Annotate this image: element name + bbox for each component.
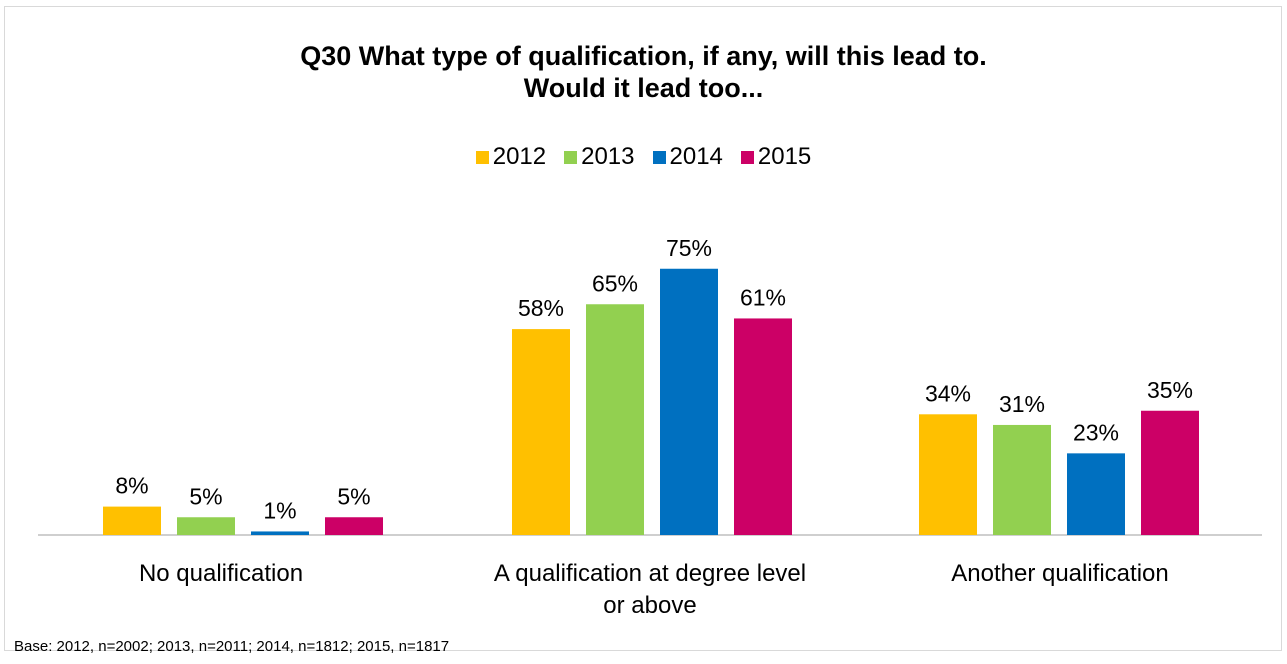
legend-label-2012: 2012	[492, 143, 547, 170]
legend-label-2013: 2013	[581, 143, 635, 170]
category-label-2-line-1: A qualification at degree level	[494, 560, 806, 587]
data-label-2014-category-1: 1%	[263, 497, 296, 523]
bar-2015-category-3	[1141, 410, 1199, 535]
bar-2015-category-1	[325, 517, 383, 535]
data-label-2012-category-3: 34%	[925, 380, 971, 406]
category-label-2-line-2: or above	[603, 592, 696, 619]
bar-2014-category-1	[251, 531, 309, 535]
data-label-2015-category-1: 5%	[337, 483, 370, 509]
bar-2014-category-2	[660, 268, 718, 535]
chart-title: Q30 What type of qualification, if any, …	[0, 40, 1287, 104]
data-label-2013-category-2: 65%	[592, 270, 638, 296]
chart-frame	[4, 6, 1282, 651]
bar-2014-category-3	[1067, 453, 1125, 535]
bar-2013-category-1	[177, 517, 235, 535]
bar-2015-category-2	[734, 318, 792, 535]
legend-label-2014: 2014	[669, 143, 723, 170]
bar-2013-category-3	[993, 424, 1051, 535]
data-label-2015-category-2: 61%	[740, 284, 786, 310]
data-label-2012-category-2: 58%	[518, 295, 564, 321]
data-label-2012-category-1: 8%	[115, 473, 148, 499]
data-label-2013-category-3: 31%	[999, 391, 1045, 417]
legend-swatch-2013	[564, 150, 578, 164]
legend-swatch-2012	[475, 150, 489, 164]
category-label-1: No qualification	[139, 560, 303, 587]
legend-item-2013: 2013	[564, 143, 635, 171]
legend-swatch-2014	[652, 150, 666, 164]
legend-label-2015: 2015	[757, 143, 812, 170]
legend-swatch-2015	[740, 150, 754, 164]
bar-2013-category-2	[586, 304, 644, 535]
legend-item-2015: 2015	[740, 143, 812, 171]
chart-title-line-2: Would it lead too...	[523, 73, 764, 103]
bar-2012-category-2	[512, 329, 570, 535]
bar-2012-category-3	[919, 414, 977, 535]
data-label-2015-category-3: 35%	[1147, 377, 1193, 403]
data-label-2013-category-1: 5%	[189, 483, 222, 509]
data-label-2014-category-3: 23%	[1073, 419, 1119, 445]
base-footnote: Base: 2012, n=2002; 2013, n=2011; 2014, …	[14, 638, 450, 655]
data-label-2014-category-2: 75%	[666, 235, 712, 261]
category-label-3: Another qualification	[951, 560, 1168, 587]
bar-2012-category-1	[103, 506, 161, 535]
chart-legend: 2012 2013 2014 2015	[0, 143, 1287, 171]
legend-item-2014: 2014	[652, 143, 723, 171]
legend-item-2012: 2012	[475, 143, 547, 171]
chart-title-line-1: Q30 What type of qualification, if any, …	[300, 41, 987, 71]
